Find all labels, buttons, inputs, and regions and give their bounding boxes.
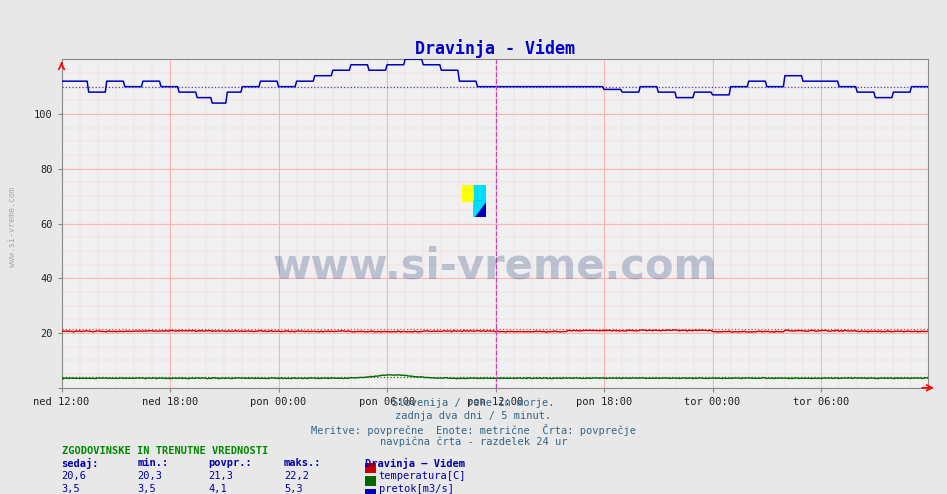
Text: navpična črta - razdelek 24 ur: navpična črta - razdelek 24 ur [380,437,567,447]
Title: Dravinja - Videm: Dravinja - Videm [415,39,575,58]
Text: 5,3: 5,3 [284,484,303,494]
Bar [474,185,486,202]
Text: temperatura[C]: temperatura[C] [379,471,466,481]
Text: min.:: min.: [137,458,169,468]
Text: 3,5: 3,5 [137,484,156,494]
Text: www.si-vreme.com: www.si-vreme.com [273,245,717,287]
Text: ZGODOVINSKE IN TRENUTNE VREDNOSTI: ZGODOVINSKE IN TRENUTNE VREDNOSTI [62,446,268,455]
Text: www.si-vreme.com: www.si-vreme.com [8,187,17,267]
Text: Dravinja – Videm: Dravinja – Videm [365,458,465,469]
Text: 3,5: 3,5 [62,484,80,494]
Text: Slovenija / reke in morje.: Slovenija / reke in morje. [392,398,555,408]
Text: sedaj:: sedaj: [62,458,99,469]
Bar [462,185,474,202]
Text: 22,2: 22,2 [284,471,309,481]
Text: maks.:: maks.: [284,458,322,468]
Text: Meritve: povprečne  Enote: metrične  Črta: povprečje: Meritve: povprečne Enote: metrične Črta:… [311,424,636,436]
Text: pretok[m3/s]: pretok[m3/s] [379,484,454,494]
Text: povpr.:: povpr.: [208,458,252,468]
Text: 4,1: 4,1 [208,484,227,494]
Text: 20,3: 20,3 [137,471,162,481]
Text: 21,3: 21,3 [208,471,233,481]
Text: 20,6: 20,6 [62,471,86,481]
Text: zadnja dva dni / 5 minut.: zadnja dva dni / 5 minut. [396,411,551,421]
Polygon shape [474,185,486,202]
Bar [474,202,486,217]
Polygon shape [474,202,486,217]
